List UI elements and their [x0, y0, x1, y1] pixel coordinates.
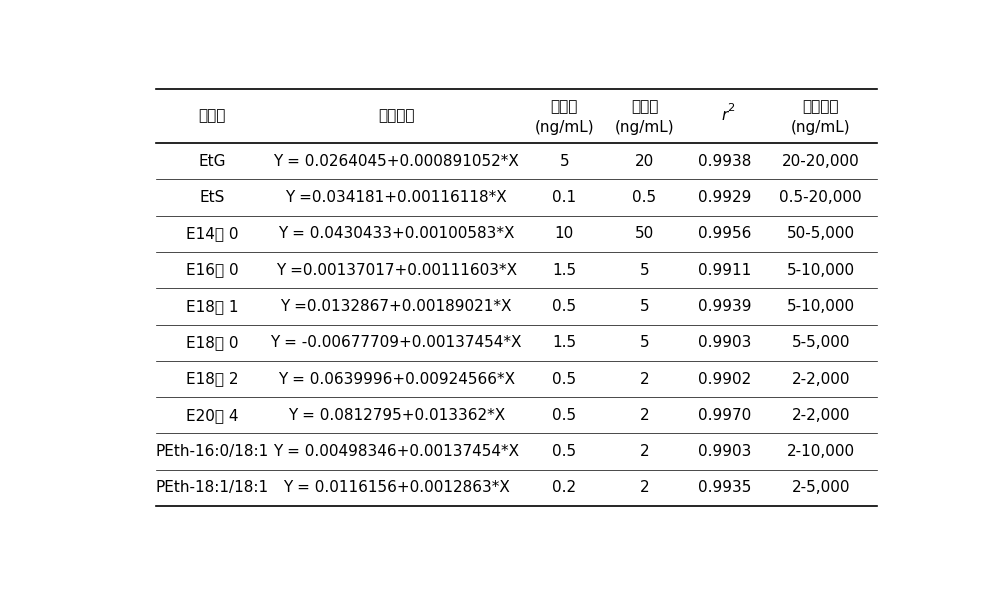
Text: 50-5,000: 50-5,000 [787, 226, 855, 241]
Text: r: r [721, 108, 728, 124]
Text: 0.9903: 0.9903 [698, 335, 751, 350]
Text: (ng/mL): (ng/mL) [615, 120, 674, 135]
Text: 50: 50 [635, 226, 654, 241]
Text: 2: 2 [640, 481, 649, 495]
Text: 2-2,000: 2-2,000 [791, 408, 850, 423]
Text: 0.9902: 0.9902 [698, 372, 751, 386]
Text: PEth-18:1/18:1: PEth-18:1/18:1 [155, 481, 269, 495]
Text: E16： 0: E16： 0 [186, 263, 238, 277]
Text: 0.9903: 0.9903 [698, 444, 751, 459]
Text: 线性范围: 线性范围 [802, 99, 839, 114]
Text: E18： 2: E18： 2 [186, 372, 238, 386]
Text: PEth-16:0/18:1: PEth-16:0/18:1 [155, 444, 269, 459]
Text: 2: 2 [640, 444, 649, 459]
Text: 20: 20 [635, 154, 654, 168]
Text: 5-10,000: 5-10,000 [787, 299, 855, 314]
Text: 定量限: 定量限 [631, 99, 658, 114]
Text: 10: 10 [555, 226, 574, 241]
Text: Y = 0.0116156+0.0012863*X: Y = 0.0116156+0.0012863*X [283, 481, 510, 495]
Text: 2: 2 [727, 102, 734, 112]
Text: E20： 4: E20： 4 [186, 408, 238, 423]
Text: 2: 2 [640, 372, 649, 386]
Text: 目标物: 目标物 [198, 108, 226, 124]
Text: Y = 0.00498346+0.00137454*X: Y = 0.00498346+0.00137454*X [273, 444, 519, 459]
Text: 2-2,000: 2-2,000 [791, 372, 850, 386]
Text: 20-20,000: 20-20,000 [782, 154, 860, 168]
Text: 1.5: 1.5 [552, 335, 576, 350]
Text: (ng/mL): (ng/mL) [535, 120, 594, 135]
Text: 1.5: 1.5 [552, 263, 576, 277]
Text: Y =0.0132867+0.00189021*X: Y =0.0132867+0.00189021*X [280, 299, 512, 314]
Text: 2-5,000: 2-5,000 [791, 481, 850, 495]
Text: 5: 5 [640, 263, 649, 277]
Text: 0.9970: 0.9970 [698, 408, 751, 423]
Text: 0.1: 0.1 [552, 190, 576, 205]
Text: 0.9939: 0.9939 [698, 299, 751, 314]
Text: 0.9938: 0.9938 [698, 154, 751, 168]
Text: 0.5: 0.5 [552, 444, 576, 459]
Text: 0.5-20,000: 0.5-20,000 [779, 190, 862, 205]
Text: 0.9956: 0.9956 [698, 226, 751, 241]
Text: 0.5: 0.5 [552, 372, 576, 386]
Text: EtG: EtG [198, 154, 226, 168]
Text: 0.5: 0.5 [552, 299, 576, 314]
Text: E18： 1: E18： 1 [186, 299, 238, 314]
Text: 5-5,000: 5-5,000 [791, 335, 850, 350]
Text: E18： 0: E18： 0 [186, 335, 238, 350]
Text: Y = 0.0812795+0.013362*X: Y = 0.0812795+0.013362*X [288, 408, 505, 423]
Text: 5: 5 [560, 154, 569, 168]
Text: EtS: EtS [199, 190, 225, 205]
Text: Y = 0.0264045+0.000891052*X: Y = 0.0264045+0.000891052*X [273, 154, 519, 168]
Text: Y = -0.00677709+0.00137454*X: Y = -0.00677709+0.00137454*X [270, 335, 522, 350]
Text: 0.9929: 0.9929 [698, 190, 751, 205]
Text: Y = 0.0430433+0.00100583*X: Y = 0.0430433+0.00100583*X [278, 226, 514, 241]
Text: Y =0.00137017+0.00111603*X: Y =0.00137017+0.00111603*X [276, 263, 517, 277]
Text: (ng/mL): (ng/mL) [791, 120, 851, 135]
Text: Y = 0.0639996+0.00924566*X: Y = 0.0639996+0.00924566*X [278, 372, 515, 386]
Text: 0.5: 0.5 [552, 408, 576, 423]
Text: 2: 2 [640, 408, 649, 423]
Text: 5-10,000: 5-10,000 [787, 263, 855, 277]
Text: 2-10,000: 2-10,000 [787, 444, 855, 459]
Text: 0.5: 0.5 [632, 190, 657, 205]
Text: E14： 0: E14： 0 [186, 226, 238, 241]
Text: 5: 5 [640, 299, 649, 314]
Text: 0.2: 0.2 [552, 481, 576, 495]
Text: 检测限: 检测限 [551, 99, 578, 114]
Text: Y =0.034181+0.00116118*X: Y =0.034181+0.00116118*X [285, 190, 507, 205]
Text: 0.9911: 0.9911 [698, 263, 751, 277]
Text: 0.9935: 0.9935 [698, 481, 751, 495]
Text: 5: 5 [640, 335, 649, 350]
Text: 回归方程: 回归方程 [378, 108, 415, 124]
